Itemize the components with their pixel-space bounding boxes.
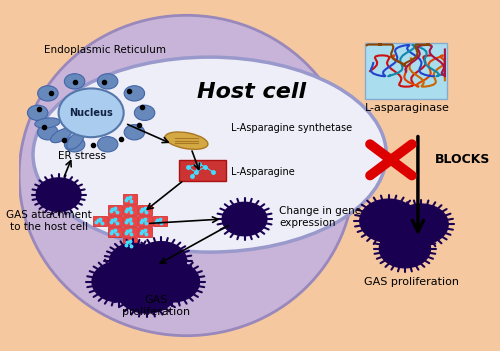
Bar [123, 194, 137, 204]
Polygon shape [110, 243, 156, 278]
Bar [123, 238, 137, 249]
Bar [123, 205, 137, 215]
Bar [366, 43, 446, 99]
Circle shape [98, 137, 118, 152]
Circle shape [38, 125, 58, 140]
Circle shape [64, 137, 85, 152]
Circle shape [98, 74, 118, 89]
Polygon shape [394, 204, 448, 244]
Bar [153, 216, 166, 226]
Text: BLOCKS: BLOCKS [435, 153, 490, 166]
Bar [180, 160, 226, 181]
Bar [108, 205, 122, 215]
Text: L-asparaginase: L-asparaginase [365, 102, 450, 113]
Bar [94, 216, 107, 226]
Circle shape [124, 86, 144, 101]
Ellipse shape [35, 118, 60, 128]
Polygon shape [92, 261, 146, 302]
Text: Nucleus: Nucleus [70, 108, 113, 118]
Text: L-Asparagine synthetase: L-Asparagine synthetase [230, 124, 352, 133]
Bar [138, 216, 152, 226]
Circle shape [28, 105, 48, 120]
Bar [108, 216, 122, 226]
Bar [123, 227, 137, 238]
Circle shape [58, 88, 124, 137]
Text: GAS attachment
to the host cell: GAS attachment to the host cell [6, 210, 92, 232]
Bar [138, 205, 152, 215]
Text: L-Asparagine: L-Asparagine [230, 167, 294, 177]
Circle shape [124, 125, 144, 140]
Polygon shape [116, 268, 177, 313]
Polygon shape [360, 199, 418, 242]
Text: Change in gene
expression: Change in gene expression [280, 206, 361, 228]
Text: GAS proliferation: GAS proliferation [364, 277, 460, 287]
Bar [138, 227, 152, 238]
Polygon shape [36, 178, 81, 211]
Ellipse shape [19, 15, 354, 336]
Ellipse shape [50, 128, 72, 143]
Bar [123, 216, 137, 226]
Polygon shape [146, 261, 200, 302]
Ellipse shape [33, 57, 387, 252]
Text: Endoplasmic Reticulum: Endoplasmic Reticulum [44, 45, 166, 55]
Bar [108, 227, 122, 238]
Circle shape [38, 86, 58, 101]
Polygon shape [222, 202, 267, 236]
Circle shape [64, 74, 85, 89]
Polygon shape [380, 230, 430, 268]
Text: GAS
proliferation: GAS proliferation [122, 295, 190, 317]
Ellipse shape [165, 132, 208, 150]
Polygon shape [136, 241, 186, 280]
Ellipse shape [66, 132, 84, 149]
Circle shape [134, 105, 155, 120]
Text: ER stress: ER stress [58, 151, 106, 161]
Text: Host cell: Host cell [197, 82, 306, 102]
